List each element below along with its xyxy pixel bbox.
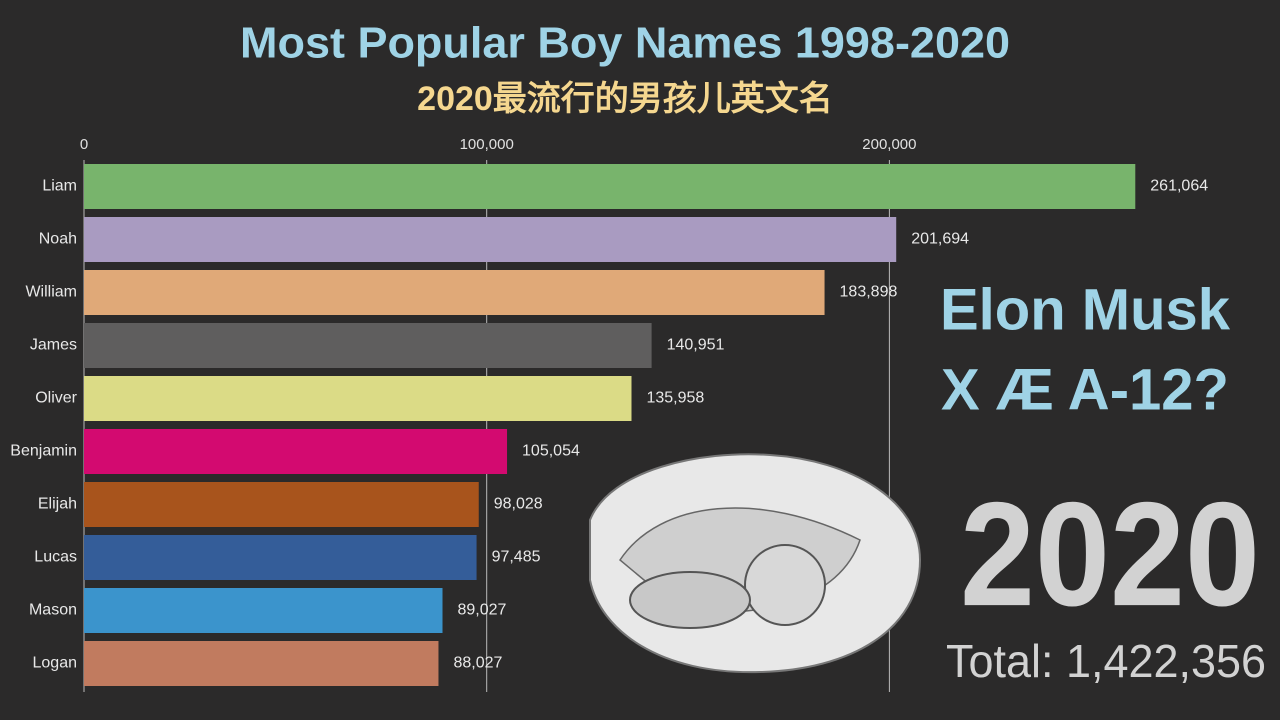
chart-subtitle: 2020最流行的男孩儿英文名	[417, 80, 833, 118]
value-label: 261,064	[1150, 178, 1208, 195]
bar	[84, 429, 508, 474]
category-label: Liam	[42, 178, 77, 195]
x-tick-label: 100,000	[460, 136, 514, 153]
category-label: Benjamin	[10, 443, 77, 460]
category-label: Noah	[39, 231, 77, 248]
value-label: 183,898	[840, 284, 898, 301]
bar	[84, 323, 652, 368]
x-tick-label: 0	[80, 136, 88, 153]
bar	[84, 376, 632, 421]
annotation: Elon Musk	[940, 277, 1231, 342]
value-label: 140,951	[667, 337, 725, 354]
x-tick-label: 200,000	[862, 136, 916, 153]
year-label: 2020	[960, 472, 1260, 637]
value-label: 89,027	[458, 602, 507, 619]
bars: Liam 261,064 Noah 201,694 William 183,898 Jame…	[10, 164, 1208, 686]
category-label: Logan	[33, 655, 78, 672]
value-label: 88,027	[453, 655, 502, 672]
category-label: William	[25, 284, 77, 301]
baby-illustration	[589, 453, 922, 674]
value-label: 201,694	[911, 231, 969, 248]
value-label: 135,958	[646, 390, 704, 407]
chart-title: Most Popular Boy Names 1998-2020	[240, 19, 1010, 68]
bar	[84, 217, 897, 262]
category-label: Elijah	[38, 496, 77, 513]
bar	[84, 482, 479, 527]
category-label: Mason	[29, 602, 77, 619]
bar	[84, 588, 443, 633]
category-label: James	[30, 337, 77, 354]
value-label: 98,028	[494, 496, 543, 513]
bar	[84, 535, 477, 580]
bar	[84, 270, 825, 315]
bar	[84, 164, 1136, 209]
annotation: X Æ A-12?	[941, 357, 1229, 422]
value-label: 105,054	[522, 443, 580, 460]
total-label: Total: 1,422,356	[946, 635, 1266, 687]
bar	[84, 641, 439, 686]
category-label: Oliver	[35, 390, 77, 407]
category-label: Lucas	[34, 549, 77, 566]
value-label: 97,485	[492, 549, 541, 566]
